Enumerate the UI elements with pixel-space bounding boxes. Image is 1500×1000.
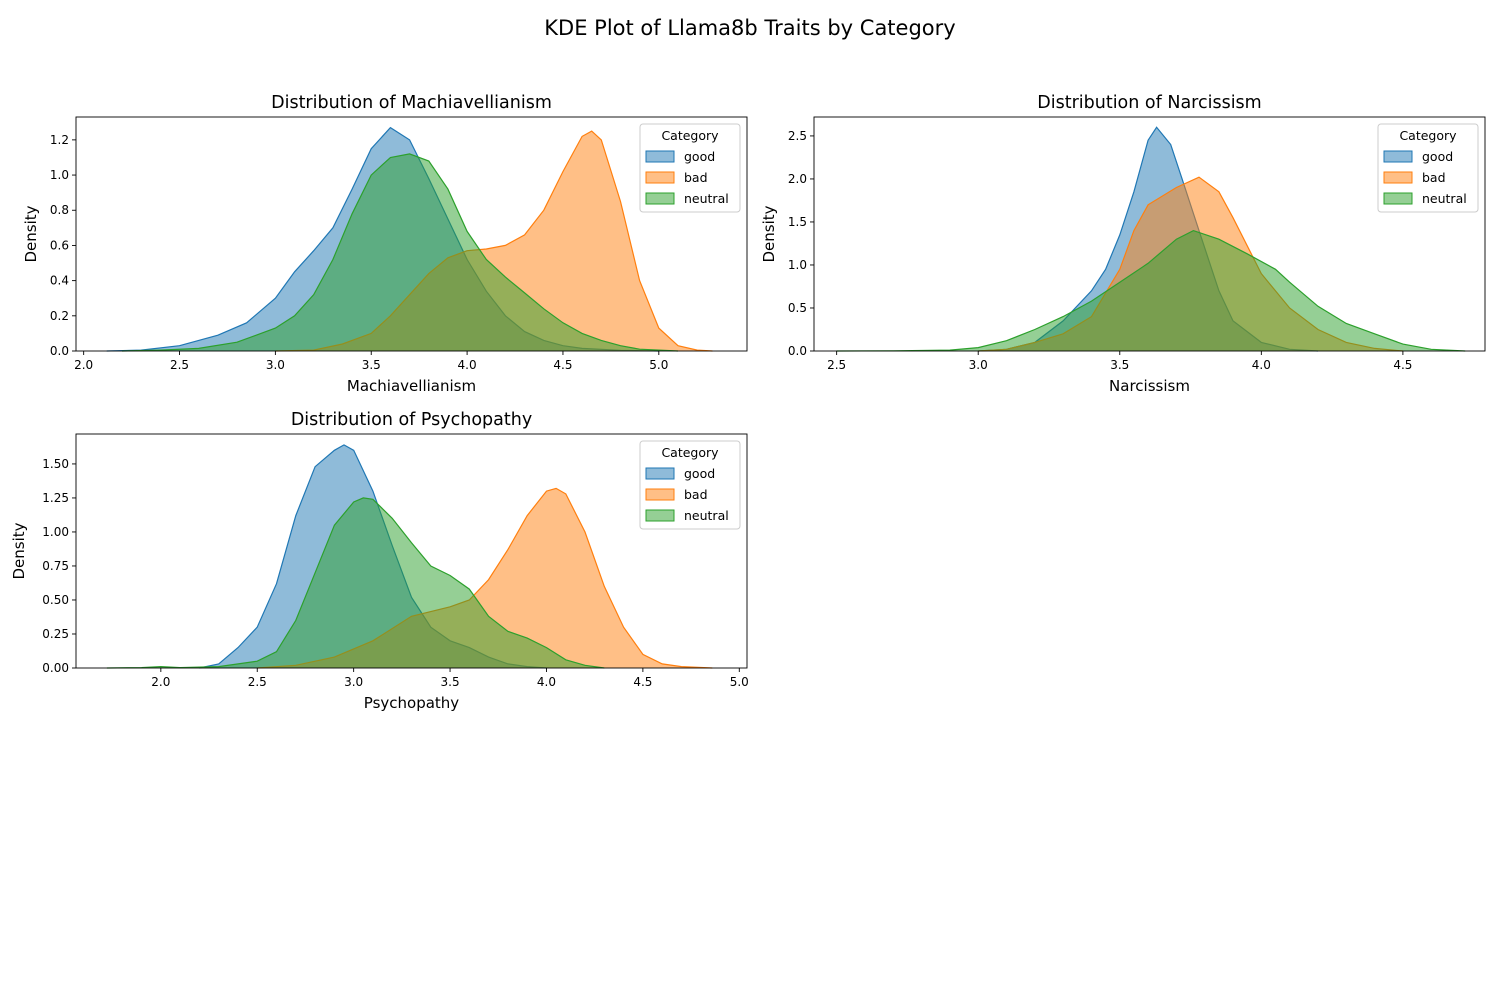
narcissism-x-tick-label: 4.0 xyxy=(1252,358,1271,372)
machiavellianism-x-tick-label: 2.0 xyxy=(74,358,93,372)
machiavellianism-y-tick-label: 0.8 xyxy=(50,203,69,217)
machiavellianism-neutral-line xyxy=(121,153,679,352)
machiavellianism-legend-swatch-neutral xyxy=(645,192,675,205)
machiavellianism-y-axis-label: Density xyxy=(22,205,40,262)
psychopathy-y-tick-label: 1.25 xyxy=(42,491,69,505)
psychopathy-subplot-title: Distribution of Psychopathy xyxy=(291,410,532,430)
narcissism-legend-swatch-good xyxy=(1383,150,1413,163)
psychopathy-legend-label-neutral: neutral xyxy=(684,508,729,523)
machiavellianism-legend-label-bad: bad xyxy=(684,170,708,185)
psychopathy-axes-frame xyxy=(75,433,748,669)
psychopathy-y-tick-label: 0.50 xyxy=(42,593,69,607)
psychopathy-subplot: 2.0 2.5 3.0 3.5 4.0 4.5 5.0 0.00 0.25 0.50 0.75 1.0… xyxy=(10,410,749,712)
psychopathy-y-axis-label: Density xyxy=(10,522,28,579)
narcissism-y-tick-label: 1.0 xyxy=(788,258,807,272)
narcissism-y-tick-label: 2.0 xyxy=(788,172,807,186)
narcissism-x-tick-label: 3.0 xyxy=(969,358,988,372)
psychopathy-bad-area xyxy=(257,488,713,668)
machiavellianism-x-tick-label: 4.5 xyxy=(553,358,572,372)
narcissism-subplot-title: Distribution of Narcissism xyxy=(1037,93,1261,113)
machiavellianism-x-axis-label: Machiavellianism xyxy=(347,377,476,395)
narcissism-x-tick-label: 2.5 xyxy=(827,358,846,372)
machiavellianism-legend-label-good: good xyxy=(684,149,715,164)
psychopathy-x-tick-label: 2.5 xyxy=(248,675,267,689)
narcissism-legend-label-good: good xyxy=(1422,149,1453,164)
psychopathy-y-tick-label: 0.00 xyxy=(42,661,69,675)
psychopathy-x-tick-label: 3.5 xyxy=(441,675,460,689)
narcissism-axes-frame xyxy=(813,116,1486,352)
machiavellianism-subplot: 2.0 2.5 3.0 3.5 4.0 4.5 5.0 0.0 0.2 0.4 0.6 0.8 1.0 1… xyxy=(22,93,748,395)
machiavellianism-x-tick-label: 5.0 xyxy=(649,358,668,372)
psychopathy-y-tick-label: 0.25 xyxy=(42,627,69,641)
psychopathy-y-tick-label: 0.75 xyxy=(42,559,69,573)
machiavellianism-neutral-area xyxy=(122,153,678,351)
psychopathy-x-tick-label: 4.5 xyxy=(633,675,652,689)
machiavellianism-y-tick-label: 1.0 xyxy=(50,168,69,182)
psychopathy-legend-label-good: good xyxy=(684,466,715,481)
psychopathy-x-tick-label: 3.0 xyxy=(344,675,363,689)
machiavellianism-legend-swatch-good xyxy=(645,150,675,163)
narcissism-legend-label-neutral: neutral xyxy=(1422,191,1467,206)
machiavellianism-bad-area xyxy=(275,131,713,351)
narcissism-y-axis-label: Density xyxy=(760,205,778,262)
psychopathy-legend: Category good bad neutral xyxy=(639,440,741,530)
narcissism-y-tick-label: 0.5 xyxy=(788,301,807,315)
machiavellianism-y-tick-label: 0.4 xyxy=(50,274,69,288)
narcissism-neutral-area xyxy=(836,230,1466,351)
narcissism-legend-swatch-bad xyxy=(1383,171,1413,184)
narcissism-x-axis-label: Narcissism xyxy=(1109,377,1190,395)
psychopathy-legend-box xyxy=(639,440,741,530)
figure-suptitle: KDE Plot of Llama8b Traits by Category xyxy=(544,16,956,40)
machiavellianism-y-tick-label: 0.0 xyxy=(50,344,69,358)
machiavellianism-y-tick-label: 0.6 xyxy=(50,238,69,252)
psychopathy-legend-title: Category xyxy=(661,445,719,460)
narcissism-legend-swatch-neutral xyxy=(1383,192,1413,205)
machiavellianism-legend-title: Category xyxy=(661,128,719,143)
machiavellianism-y-tick-label: 1.2 xyxy=(50,133,69,147)
machiavellianism-y-tick-label: 0.2 xyxy=(50,309,69,323)
psychopathy-x-tick-label: 4.0 xyxy=(537,675,556,689)
psychopathy-y-tick-label: 1.50 xyxy=(42,457,69,471)
narcissism-x-tick-label: 4.5 xyxy=(1393,358,1412,372)
narcissism-y-tick-label: 1.5 xyxy=(788,215,807,229)
narcissism-neutral-line xyxy=(836,229,1466,352)
narcissism-y-tick-label: 0.0 xyxy=(788,344,807,358)
psychopathy-legend-swatch-bad xyxy=(645,488,675,501)
psychopathy-y-tick-label: 1.00 xyxy=(42,525,69,539)
machiavellianism-x-tick-label: 3.5 xyxy=(362,358,381,372)
narcissism-y-tick-label: 2.5 xyxy=(788,129,807,143)
narcissism-legend-title: Category xyxy=(1399,128,1457,143)
machiavellianism-x-tick-label: 2.5 xyxy=(170,358,189,372)
machiavellianism-x-tick-label: 4.0 xyxy=(458,358,477,372)
machiavellianism-axes-frame xyxy=(75,116,748,352)
psychopathy-neutral-area xyxy=(106,497,605,668)
machiavellianism-legend-swatch-bad xyxy=(645,171,675,184)
psychopathy-x-axis-label: Psychopathy xyxy=(364,694,460,712)
psychopathy-neutral-line xyxy=(106,497,605,669)
psychopathy-legend-swatch-good xyxy=(645,467,675,480)
narcissism-legend-label-bad: bad xyxy=(1422,170,1446,185)
narcissism-legend: Category good bad neutral xyxy=(1377,123,1479,213)
machiavellianism-legend: Category good bad neutral xyxy=(639,123,741,213)
psychopathy-legend-swatch-neutral xyxy=(645,509,675,522)
psychopathy-legend-label-bad: bad xyxy=(684,487,708,502)
psychopathy-x-tick-label: 2.0 xyxy=(151,675,170,689)
machiavellianism-legend-label-neutral: neutral xyxy=(684,191,729,206)
narcissism-x-tick-label: 3.5 xyxy=(1110,358,1129,372)
machiavellianism-legend-box xyxy=(639,123,741,213)
narcissism-legend-box xyxy=(1377,123,1479,213)
narcissism-subplot: 2.5 3.0 3.5 4.0 4.5 0.0 0.5 1.0 1.5 2.0 2.5 Distrib… xyxy=(760,93,1486,395)
machiavellianism-x-tick-label: 3.0 xyxy=(266,358,285,372)
machiavellianism-subplot-title: Distribution of Machiavellianism xyxy=(271,93,552,113)
psychopathy-x-tick-label: 5.0 xyxy=(730,675,749,689)
